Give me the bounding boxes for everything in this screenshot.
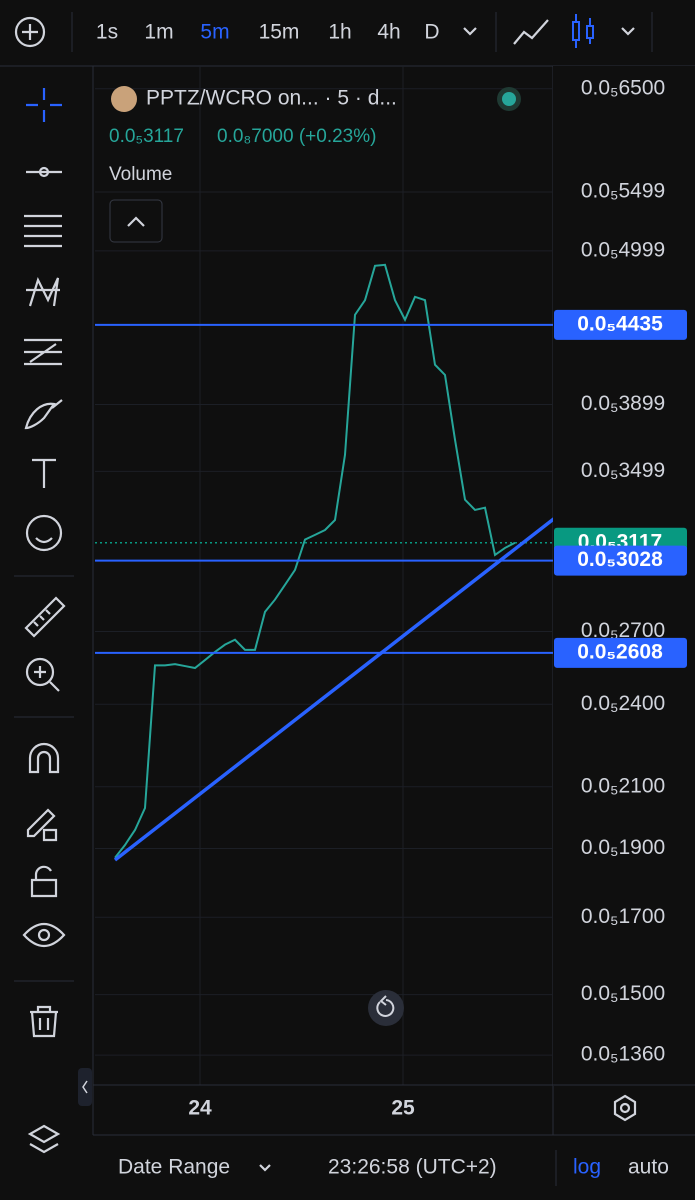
y-tick-label: 0.0₅6500 [581, 76, 665, 99]
interval-button[interactable]: 5m [200, 21, 229, 44]
candle-icon[interactable] [572, 14, 594, 48]
symbol: PPTZ/WCRO on... · 5 · d... [146, 87, 397, 110]
price-label: 0.0₅3028 [577, 548, 663, 571]
price-label-box [554, 545, 687, 576]
auto-toggle[interactable]: auto [628, 1156, 669, 1179]
line-chart-icon[interactable] [513, 19, 549, 45]
zoom-icon [34, 666, 60, 692]
price-label: 0.0₅4435 [577, 312, 663, 335]
interval-menu[interactable] [463, 27, 477, 36]
legend: PPTZ/WCRO on... · 5 · d... 0.0₅3117 0.0₈… [109, 86, 521, 243]
hide-eye [37, 928, 51, 942]
y-tick-label: 0.0₅5499 [581, 180, 665, 203]
collapse-legend[interactable] [109, 199, 163, 243]
unlock-tool[interactable] [30, 865, 58, 898]
price-label: 0.0₅2608 [577, 640, 663, 663]
date-range-arrow [259, 1164, 271, 1172]
interval-button[interactable]: 4h [377, 21, 400, 44]
ruler-tool[interactable] [24, 596, 66, 638]
pattern-tool[interactable] [26, 277, 60, 307]
interval-button[interactable]: 1s [96, 21, 118, 44]
y-tick-label: 0.0₅4999 [581, 238, 665, 261]
brush-tool[interactable] [24, 399, 63, 430]
price-axis-labels: 0.0₅6500 0.0₅5499 0.0₅4999 0.0₅3899 0.0₅3499… [554, 76, 687, 1066]
plot-area [95, 66, 553, 1085]
log-toggle[interactable]: log [573, 1156, 601, 1179]
interval-button[interactable]: 15m [259, 21, 300, 44]
x-tick-label: 24 [188, 1097, 212, 1120]
y-tick-label: 0.0₅1700 [581, 905, 665, 928]
time-axis: 24 25 [188, 1097, 415, 1120]
y-tick-label: 0.0₅2100 [581, 774, 665, 797]
chart-type-menu[interactable] [621, 27, 635, 36]
x-tick-label: 25 [391, 1097, 415, 1120]
y-tick-label: 0.0₅1360 [581, 1043, 665, 1066]
emoji-tool[interactable] [25, 514, 63, 552]
magnet-tool[interactable] [28, 742, 60, 774]
line-tool-dot [38, 166, 50, 178]
lock-drawings[interactable] [26, 808, 58, 842]
y-tick-label: 0.0₅1500 [581, 982, 665, 1005]
toolbar: 1s 1m 5m 15m 1h 4h D [14, 12, 653, 52]
settings-dot [619, 1102, 631, 1114]
status-dot [502, 92, 516, 106]
y-tick-label: 0.0₅3499 [581, 459, 665, 482]
emoji-smile [35, 537, 53, 544]
price-label-box [554, 637, 687, 668]
price-line [114, 263, 516, 859]
text-tool[interactable] [32, 458, 56, 488]
indicator-name: Volume [109, 164, 172, 185]
y-tick-label: 0.0₅2400 [581, 692, 665, 715]
interval-button[interactable]: 1m [144, 21, 173, 44]
price-label-box [554, 309, 687, 340]
collapse-sidebar[interactable] [78, 1068, 92, 1106]
price-axis [553, 66, 695, 1086]
hide-tool[interactable] [22, 922, 66, 948]
layers-tool[interactable] [27, 1124, 61, 1154]
projection-tool[interactable] [24, 338, 62, 366]
symbol-logo [111, 86, 137, 112]
trend-line [113, 512, 562, 862]
settings-button[interactable] [613, 1094, 637, 1122]
price-change: 0.0₈7000 (+0.23%) [217, 126, 376, 147]
date-range[interactable]: Date Range [118, 1156, 230, 1179]
reset-icon [376, 995, 395, 1017]
add-icon [22, 24, 38, 40]
last-price: 0.0₅3117 [109, 126, 184, 147]
collapse-legend-icon [127, 216, 145, 227]
fib-tool[interactable] [24, 214, 62, 248]
crosshair-tool[interactable] [26, 88, 62, 122]
clock[interactable]: 23:26:58 (UTC+2) [328, 1156, 497, 1179]
y-tick-label: 0.0₅2700 [581, 619, 665, 642]
sidebar [14, 88, 92, 1154]
delete-tool[interactable] [30, 1005, 58, 1038]
reset-button[interactable] [368, 990, 404, 1026]
collapse-arrow [82, 1080, 88, 1094]
y-tick-label: 0.0₅1900 [581, 836, 665, 859]
interval-button[interactable]: D [424, 21, 439, 44]
zoom-tool[interactable] [25, 657, 55, 687]
interval-button[interactable]: 1h [328, 21, 351, 44]
add-button[interactable] [14, 16, 46, 48]
bottom-bar: Date Range 23:26:58 (UTC+2) log auto [118, 1150, 669, 1186]
y-tick-label: 0.0₅3899 [581, 392, 665, 415]
